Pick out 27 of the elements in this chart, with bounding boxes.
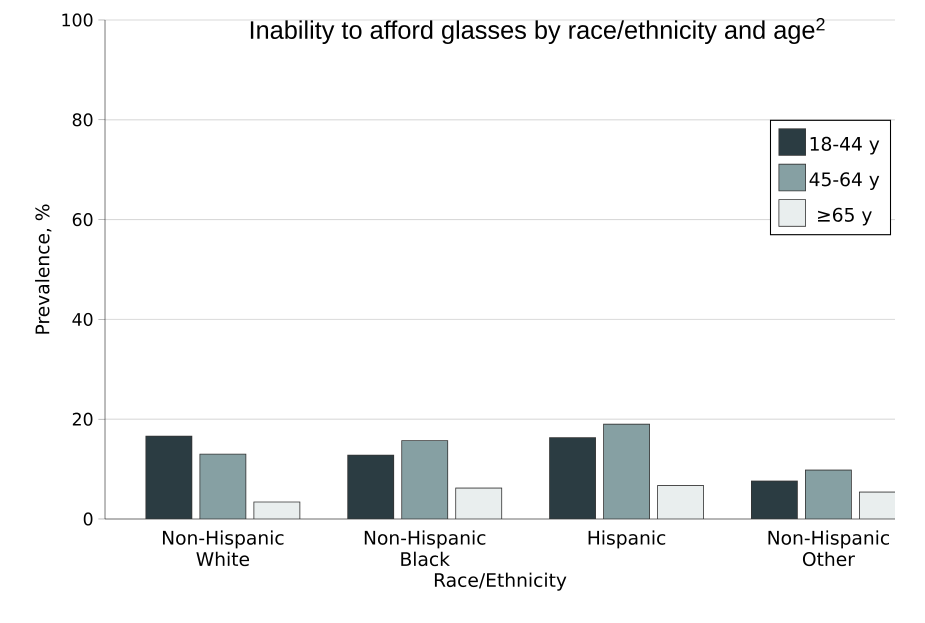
legend-label: 18-44 y bbox=[810, 136, 880, 155]
y-tick-label: 0 bbox=[84, 512, 92, 526]
y-tick-label: 80 bbox=[72, 113, 92, 126]
x-tick-label: Non-Hispanic Other bbox=[768, 530, 890, 566]
bar bbox=[401, 440, 448, 519]
y-tick-label: 60 bbox=[72, 213, 92, 226]
y-tick-label: 40 bbox=[72, 312, 92, 326]
bar bbox=[750, 480, 798, 519]
legend-label: ≥65 y bbox=[818, 208, 872, 226]
bar bbox=[455, 488, 502, 519]
bar bbox=[804, 470, 852, 519]
bar bbox=[549, 437, 596, 519]
bar bbox=[657, 485, 704, 519]
legend-label: 45-64 y bbox=[810, 172, 880, 190]
bar bbox=[253, 502, 300, 519]
x-tick-label: Non-Hispanic Black bbox=[364, 530, 486, 566]
bar bbox=[347, 454, 394, 519]
y-axis-title: Prevalence, % bbox=[35, 204, 52, 334]
chart-title: Inability to afford glasses by race/ethnicity and age$^{2}$ bbox=[250, 18, 825, 44]
bar bbox=[199, 454, 246, 519]
bar bbox=[603, 424, 650, 519]
bar bbox=[145, 436, 192, 519]
x-axis-title: Race/Ethnicity bbox=[434, 572, 566, 591]
y-tick-label: 100 bbox=[62, 13, 92, 27]
x-tick-label: Hispanic bbox=[588, 530, 666, 548]
y-tick-label: 20 bbox=[72, 412, 92, 426]
x-tick-label: Non-Hispanic White bbox=[162, 530, 284, 566]
